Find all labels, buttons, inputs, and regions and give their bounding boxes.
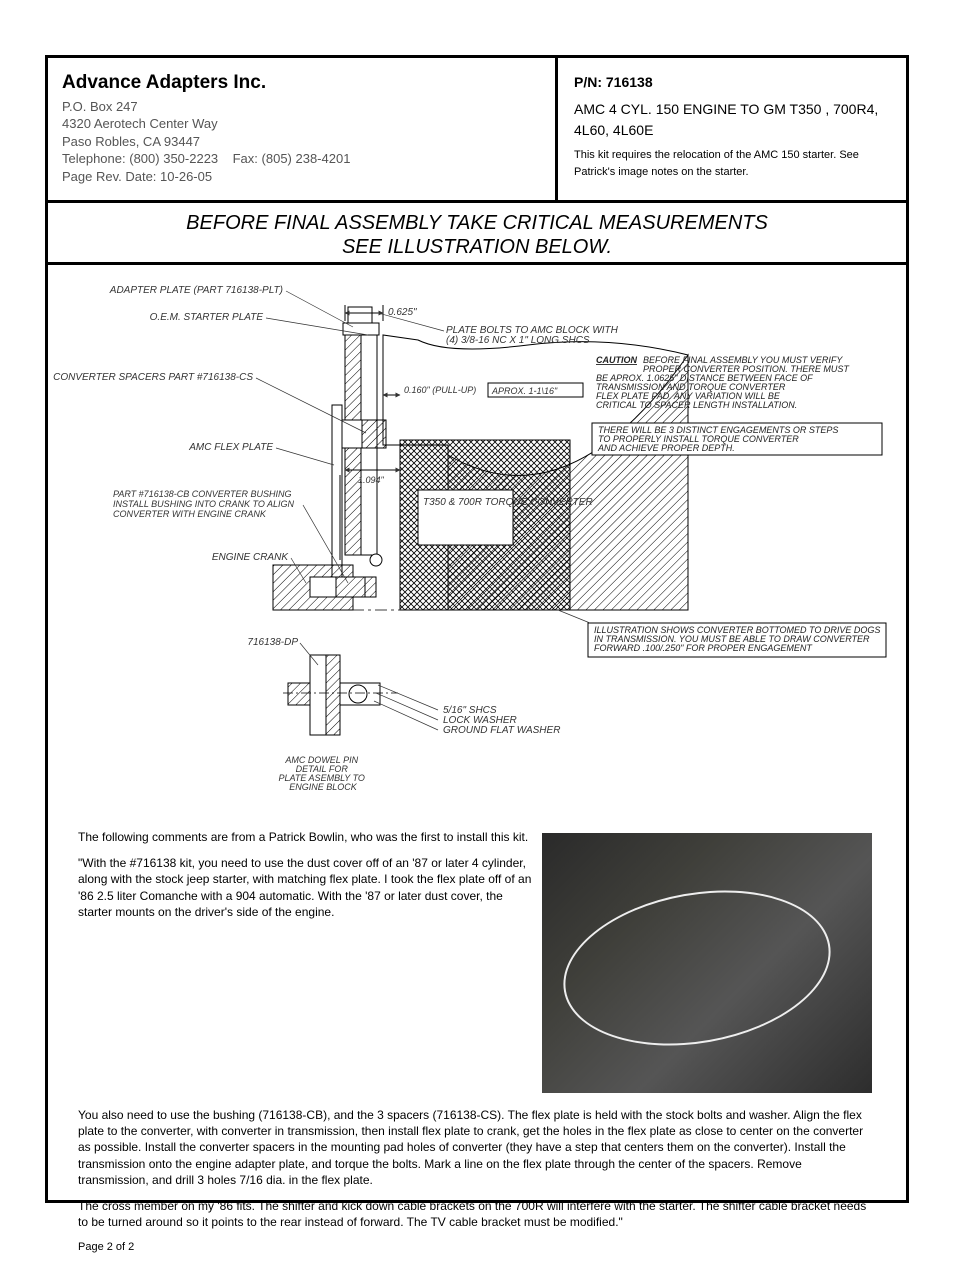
bottom-text: You also need to use the bushing (716138… (78, 1107, 872, 1265)
page-number: Page 2 of 2 (78, 1240, 872, 1255)
fax-label: Fax: (233, 151, 258, 166)
dim-160: 0.160" (PULL-UP) (404, 385, 476, 395)
page-date: 10-26-05 (160, 169, 212, 184)
photo-highlight-ellipse (551, 871, 843, 1066)
phone-label: Telephone: (62, 151, 126, 166)
co-oem: O.E.M. STARTER PLATE (150, 312, 264, 323)
fax: (805) 238-4201 (262, 151, 351, 166)
dowel-pn: 716138-DP (247, 637, 298, 648)
co-crank: ENGINE CRANK (212, 552, 289, 563)
company-name: Advance Adapters Inc. (62, 70, 541, 96)
phone: (800) 350-2223 (129, 151, 218, 166)
main-area: T350 & 700R TORQUE CONVERTER 0.625" (48, 265, 906, 1197)
co-adapter-plate: ADAPTER PLATE (PART 716138-PLT) (109, 285, 283, 296)
intro-p1: The following comments are from a Patric… (78, 829, 536, 845)
intro-p2: "With the #716138 kit, you need to use t… (78, 855, 536, 920)
caution-head: CAUTION BEFORE FINAL ASSEMBLY YOU MUST V… (596, 355, 851, 410)
page-label: Page Rev. Date: (62, 169, 156, 184)
cityline: Paso Robles, CA 93447 (62, 133, 541, 151)
phone-line: Telephone: (800) 350-2223 Fax: (805) 238… (62, 150, 541, 168)
body-p4: The cross member on my '86 fits. The shi… (78, 1198, 872, 1230)
header-left: Advance Adapters Inc. P.O. Box 247 4320 … (48, 58, 558, 200)
co-spacers: CONVERTER SPACERS PART #716138-CS (53, 372, 253, 383)
addr1: P.O. Box 247 (62, 98, 541, 116)
addr2: 4320 Aerotech Center Way (62, 115, 541, 133)
pn-value: 716138 (606, 74, 653, 90)
shcs-3: GROUND FLAT WASHER (443, 725, 560, 736)
co-bushing: PART #716138-CB CONVERTER BUSHING INSTAL… (113, 489, 297, 519)
co-flexplate: AMC FLEX PLATE (188, 442, 273, 453)
dim-0625: 0.625" (388, 307, 417, 318)
rev-line: Page Rev. Date: 10-26-05 (62, 168, 541, 186)
dim-1094: 1.094" (358, 475, 385, 485)
assembly-diagram: T350 & 700R TORQUE CONVERTER 0.625" (48, 265, 906, 825)
page-border: Advance Adapters Inc. P.O. Box 247 4320 … (45, 55, 909, 1203)
header-row: Advance Adapters Inc. P.O. Box 247 4320 … (48, 58, 906, 203)
pn-line: P/N: 716138 (574, 72, 890, 93)
title-line: AMC 4 CYL. 150 ENGINE TO GM T350 , 700R4… (574, 99, 890, 141)
torque-label-1: T350 & 700R TORQUE CONVERTER (423, 497, 593, 508)
intro-text: The following comments are from a Patric… (78, 829, 536, 930)
section-title-1: BEFORE FINAL ASSEMBLY TAKE CRITICAL MEAS… (48, 211, 906, 235)
aprox-box: APROX. 1-1\16" (491, 386, 558, 396)
dowel-detail: AMC DOWEL PIN DETAIL FOR PLATE ASEMBLY T… (279, 755, 368, 792)
header-right: P/N: 716138 AMC 4 CYL. 150 ENGINE TO GM … (558, 58, 906, 200)
body-p3: You also need to use the bushing (716138… (78, 1107, 872, 1188)
header-note: This kit requires the relocation of the … (574, 147, 890, 180)
section-title: BEFORE FINAL ASSEMBLY TAKE CRITICAL MEAS… (48, 203, 906, 265)
pn-label: P/N: (574, 74, 602, 90)
starter-photo (542, 833, 872, 1093)
section-title-2: SEE ILLUSTRATION BELOW. (48, 235, 906, 259)
